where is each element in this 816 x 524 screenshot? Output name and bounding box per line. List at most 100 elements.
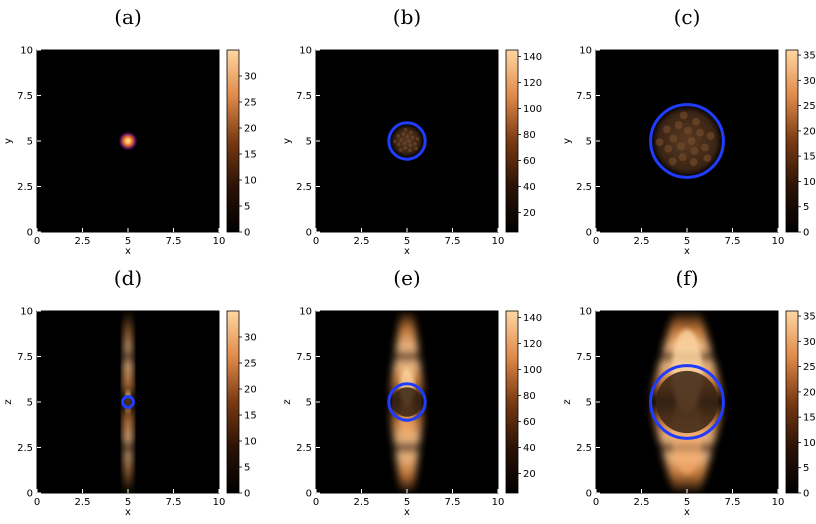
panel-d: (d) 0 2.5 5 7.5 10 0 2.5 5 7.5 10 x z 0 5 10 15 20 25 30 [3,266,257,518]
particle-outline [649,103,725,179]
panel-c: (c) 0 2.5 5 7.5 10 0 2.5 5 7.5 10 x y 0 5 10 15 20 25 30 35 [562,5,816,257]
y-tick-label: 5 [27,398,33,409]
panel-label: (c) [674,5,701,29]
y-tick-label: 10 [299,307,312,318]
speckle [399,138,403,142]
colorbar-tick-label: 0 [244,489,250,500]
heatmap-content [121,311,135,493]
y-tick-label: 2.5 [17,182,33,193]
x-tick-label: 10 [492,497,505,508]
colorbar-tick-label: 15 [803,152,816,163]
particle-outline [121,395,135,409]
speckle [690,146,699,155]
speckle [669,134,678,143]
panel-label: (e) [393,266,420,290]
colorbar-tick-label: 140 [523,52,542,63]
speckle [407,139,411,143]
beam-center [123,397,133,407]
colorbar [226,49,240,233]
colorbar-tick-label: 15 [244,150,257,161]
y-tick-label: 5 [27,137,33,148]
y-tick-label: 5 [586,398,592,409]
speckle [701,143,709,152]
speckle [402,141,407,146]
colorbar-tick-label: 35 [803,312,816,323]
speckle [696,128,704,137]
speckle [664,144,673,153]
colorbar-tick-label: 10 [803,438,816,449]
beam-center [392,387,422,417]
panel-label: (b) [393,5,421,29]
x-tick-label: 7.5 [445,497,461,508]
colorbar-tick-label: 20 [244,124,257,135]
colorbar-tick-label: 120 [523,339,542,350]
x-tick-label: 7.5 [725,497,741,508]
speckle [398,148,403,152]
heatmap-content [649,103,725,179]
speckle [403,146,407,150]
colorbar-tick-label: 30 [244,72,257,83]
x-tick-label: 10 [772,497,785,508]
colorbar-tick-label: 20 [803,387,816,398]
colorbar-tick-label: 20 [244,385,257,396]
speckle [408,143,413,148]
y-tick-label: 10 [299,46,312,57]
heatmap-content [387,121,427,161]
panel-label: (f) [675,266,698,290]
y-tick-label: 5 [306,398,312,409]
colorbar-tick-label: 80 [523,391,536,402]
speckle [401,132,406,136]
panel-label: (d) [114,266,142,290]
y-axis-label: z [282,399,293,404]
y-tick-label: 2.5 [17,443,33,454]
colorbar-tick-label: 80 [523,130,536,141]
heatmap-content [117,130,139,152]
colorbar-tick-label: 25 [803,362,816,373]
colorbar-tick-label: 5 [244,463,250,474]
y-tick-label: 2.5 [576,443,592,454]
colorbar-tick-label: 30 [244,333,257,344]
y-tick-label: 7.5 [296,352,312,363]
y-tick-label: 0 [306,489,312,500]
colorbar [505,49,519,233]
speckle [413,142,417,146]
particle-outline [387,121,427,161]
colorbar-tick-label: 25 [244,98,257,109]
x-tick-label: 2.5 [634,497,650,508]
colorbar-tick-label: 30 [803,76,816,87]
y-tick-label: 2.5 [296,443,312,454]
x-axis-label: x [684,246,690,257]
y-tick-label: 7.5 [576,91,592,102]
y-tick-label: 5 [586,137,592,148]
speckle [403,127,408,132]
speckle [411,135,415,140]
y-tick-label: 7.5 [17,91,33,102]
x-tick-label: 5 [684,236,690,247]
x-tick-label: 5 [684,497,690,508]
y-tick-label: 0 [27,228,33,239]
x-tick-label: 10 [213,497,226,508]
speckle [655,138,664,147]
heatmap-content [648,311,726,493]
x-tick-label: 2.5 [75,497,91,508]
y-tick-label: 7.5 [296,91,312,102]
x-axis-label: x [125,246,131,257]
heatmap-content [387,311,427,493]
colorbar-tick-label: 20 [803,126,816,137]
colorbar-tick-label: 0 [244,228,250,239]
particle-outline [387,382,427,422]
x-tick-label: 7.5 [725,236,741,247]
speckle [415,136,420,141]
y-tick-label: 10 [20,46,33,57]
beam-center [655,370,719,434]
x-tick-label: 0 [34,236,40,247]
colorbar-tick-label: 0 [803,489,809,500]
x-tick-label: 2.5 [354,497,370,508]
speckle [414,146,418,151]
panel-b: (b)0 2.5 5 7.5 1002.557.510xy204060801001201… [282,5,542,257]
x-tick-label: 5 [125,497,131,508]
colorbar-tick-label: 40 [523,182,536,193]
colorbar-tick-label: 0 [803,228,809,239]
colorbar-tick-label: 15 [244,411,257,422]
x-tick-label: 5 [404,236,410,247]
